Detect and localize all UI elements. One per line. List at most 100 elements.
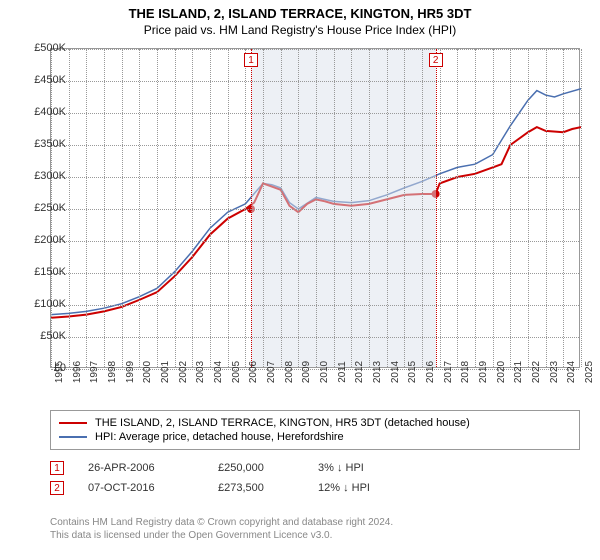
gridline-v bbox=[387, 49, 388, 367]
gridline-v bbox=[510, 49, 511, 367]
gridline-v bbox=[475, 49, 476, 367]
gridline-v bbox=[457, 49, 458, 367]
gridline-v bbox=[122, 49, 123, 367]
sale-row: 2 07-OCT-2016£273,50012% ↓ HPI bbox=[50, 478, 438, 498]
attribution-line-1: Contains HM Land Registry data © Crown c… bbox=[50, 516, 393, 529]
x-axis-label: 2025 bbox=[584, 361, 595, 383]
x-axis-label: 1996 bbox=[72, 361, 83, 383]
sales-table: 1 26-APR-2006£250,0003% ↓ HPI 2 07-OCT-2016… bbox=[50, 458, 438, 498]
x-axis-label: 2002 bbox=[178, 361, 189, 383]
y-axis-label: £300K bbox=[20, 170, 66, 182]
gridline-v bbox=[563, 49, 564, 367]
y-axis-label: £500K bbox=[20, 42, 66, 54]
legend-swatch bbox=[59, 436, 87, 438]
legend-item: THE ISLAND, 2, ISLAND TERRACE, KINGTON, … bbox=[59, 416, 571, 430]
x-axis-label: 1997 bbox=[89, 361, 100, 383]
gridline-h bbox=[51, 81, 579, 82]
gridline-v bbox=[351, 49, 352, 367]
x-axis-label: 1998 bbox=[107, 361, 118, 383]
gridline-v bbox=[528, 49, 529, 367]
chart-title: THE ISLAND, 2, ISLAND TERRACE, KINGTON, … bbox=[0, 0, 600, 21]
gridline-h bbox=[51, 337, 579, 338]
sale-price: £250,000 bbox=[218, 462, 318, 474]
sale-row: 1 26-APR-2006£250,0003% ↓ HPI bbox=[50, 458, 438, 478]
x-axis-label: 1995 bbox=[54, 361, 65, 383]
attribution-line-2: This data is licensed under the Open Gov… bbox=[50, 529, 393, 542]
x-axis-label: 2001 bbox=[160, 361, 171, 383]
legend-swatch bbox=[59, 422, 87, 424]
x-axis-label: 2024 bbox=[566, 361, 577, 383]
gridline-v bbox=[263, 49, 264, 367]
x-axis-label: 2005 bbox=[231, 361, 242, 383]
gridline-v bbox=[139, 49, 140, 367]
gridline-h bbox=[51, 49, 579, 50]
x-axis-label: 2015 bbox=[407, 361, 418, 383]
sale-marker-box: 2 bbox=[50, 481, 64, 495]
x-axis-label: 2023 bbox=[549, 361, 560, 383]
x-axis-label: 2011 bbox=[337, 361, 348, 383]
x-axis-label: 2019 bbox=[478, 361, 489, 383]
gridline-v bbox=[581, 49, 582, 367]
y-axis-label: £50K bbox=[20, 330, 66, 342]
sale-date: 07-OCT-2016 bbox=[88, 482, 218, 494]
sale-change: 3% ↓ HPI bbox=[318, 462, 438, 474]
chart-plot-area: 12 bbox=[50, 48, 580, 368]
shaded-region bbox=[251, 49, 436, 367]
legend-box: THE ISLAND, 2, ISLAND TERRACE, KINGTON, … bbox=[50, 410, 580, 450]
x-axis-label: 2004 bbox=[213, 361, 224, 383]
y-axis-label: £350K bbox=[20, 138, 66, 150]
gridline-v bbox=[422, 49, 423, 367]
marker-line bbox=[436, 49, 437, 367]
sale-marker-box: 1 bbox=[50, 461, 64, 475]
legend-label: THE ISLAND, 2, ISLAND TERRACE, KINGTON, … bbox=[95, 417, 470, 429]
x-axis-label: 2008 bbox=[284, 361, 295, 383]
x-axis-label: 2007 bbox=[266, 361, 277, 383]
gridline-v bbox=[210, 49, 211, 367]
gridline-h bbox=[51, 177, 579, 178]
sale-price: £273,500 bbox=[218, 482, 318, 494]
gridline-h bbox=[51, 241, 579, 242]
gridline-v bbox=[192, 49, 193, 367]
gridline-v bbox=[369, 49, 370, 367]
y-axis-label: £250K bbox=[20, 202, 66, 214]
legend-item: HPI: Average price, detached house, Here… bbox=[59, 430, 571, 444]
gridline-h bbox=[51, 305, 579, 306]
x-axis-label: 2003 bbox=[195, 361, 206, 383]
gridline-v bbox=[316, 49, 317, 367]
gridline-v bbox=[175, 49, 176, 367]
x-axis-label: 2022 bbox=[531, 361, 542, 383]
x-axis-label: 2009 bbox=[301, 361, 312, 383]
x-axis-label: 2016 bbox=[425, 361, 436, 383]
x-axis-label: 2014 bbox=[390, 361, 401, 383]
gridline-h bbox=[51, 113, 579, 114]
marker-box: 2 bbox=[429, 53, 443, 67]
x-axis-label: 2018 bbox=[460, 361, 471, 383]
x-axis-label: 1999 bbox=[125, 361, 136, 383]
gridline-v bbox=[245, 49, 246, 367]
x-axis-label: 2012 bbox=[354, 361, 365, 383]
y-axis-label: £200K bbox=[20, 234, 66, 246]
gridline-h bbox=[51, 145, 579, 146]
sale-date: 26-APR-2006 bbox=[88, 462, 218, 474]
y-axis-label: £450K bbox=[20, 74, 66, 86]
x-axis-label: 2017 bbox=[443, 361, 454, 383]
x-axis-label: 2010 bbox=[319, 361, 330, 383]
x-axis-label: 2021 bbox=[513, 361, 524, 383]
gridline-v bbox=[104, 49, 105, 367]
attribution-text: Contains HM Land Registry data © Crown c… bbox=[50, 516, 393, 542]
gridline-v bbox=[157, 49, 158, 367]
gridline-v bbox=[493, 49, 494, 367]
legend-label: HPI: Average price, detached house, Here… bbox=[95, 431, 344, 443]
marker-box: 1 bbox=[244, 53, 258, 67]
gridline-v bbox=[404, 49, 405, 367]
gridline-v bbox=[69, 49, 70, 367]
sale-change: 12% ↓ HPI bbox=[318, 482, 438, 494]
gridline-h bbox=[51, 273, 579, 274]
y-axis-label: £400K bbox=[20, 106, 66, 118]
x-axis-label: 2020 bbox=[496, 361, 507, 383]
y-axis-label: £100K bbox=[20, 298, 66, 310]
y-axis-label: £150K bbox=[20, 266, 66, 278]
gridline-v bbox=[228, 49, 229, 367]
gridline-v bbox=[546, 49, 547, 367]
gridline-h bbox=[51, 209, 579, 210]
